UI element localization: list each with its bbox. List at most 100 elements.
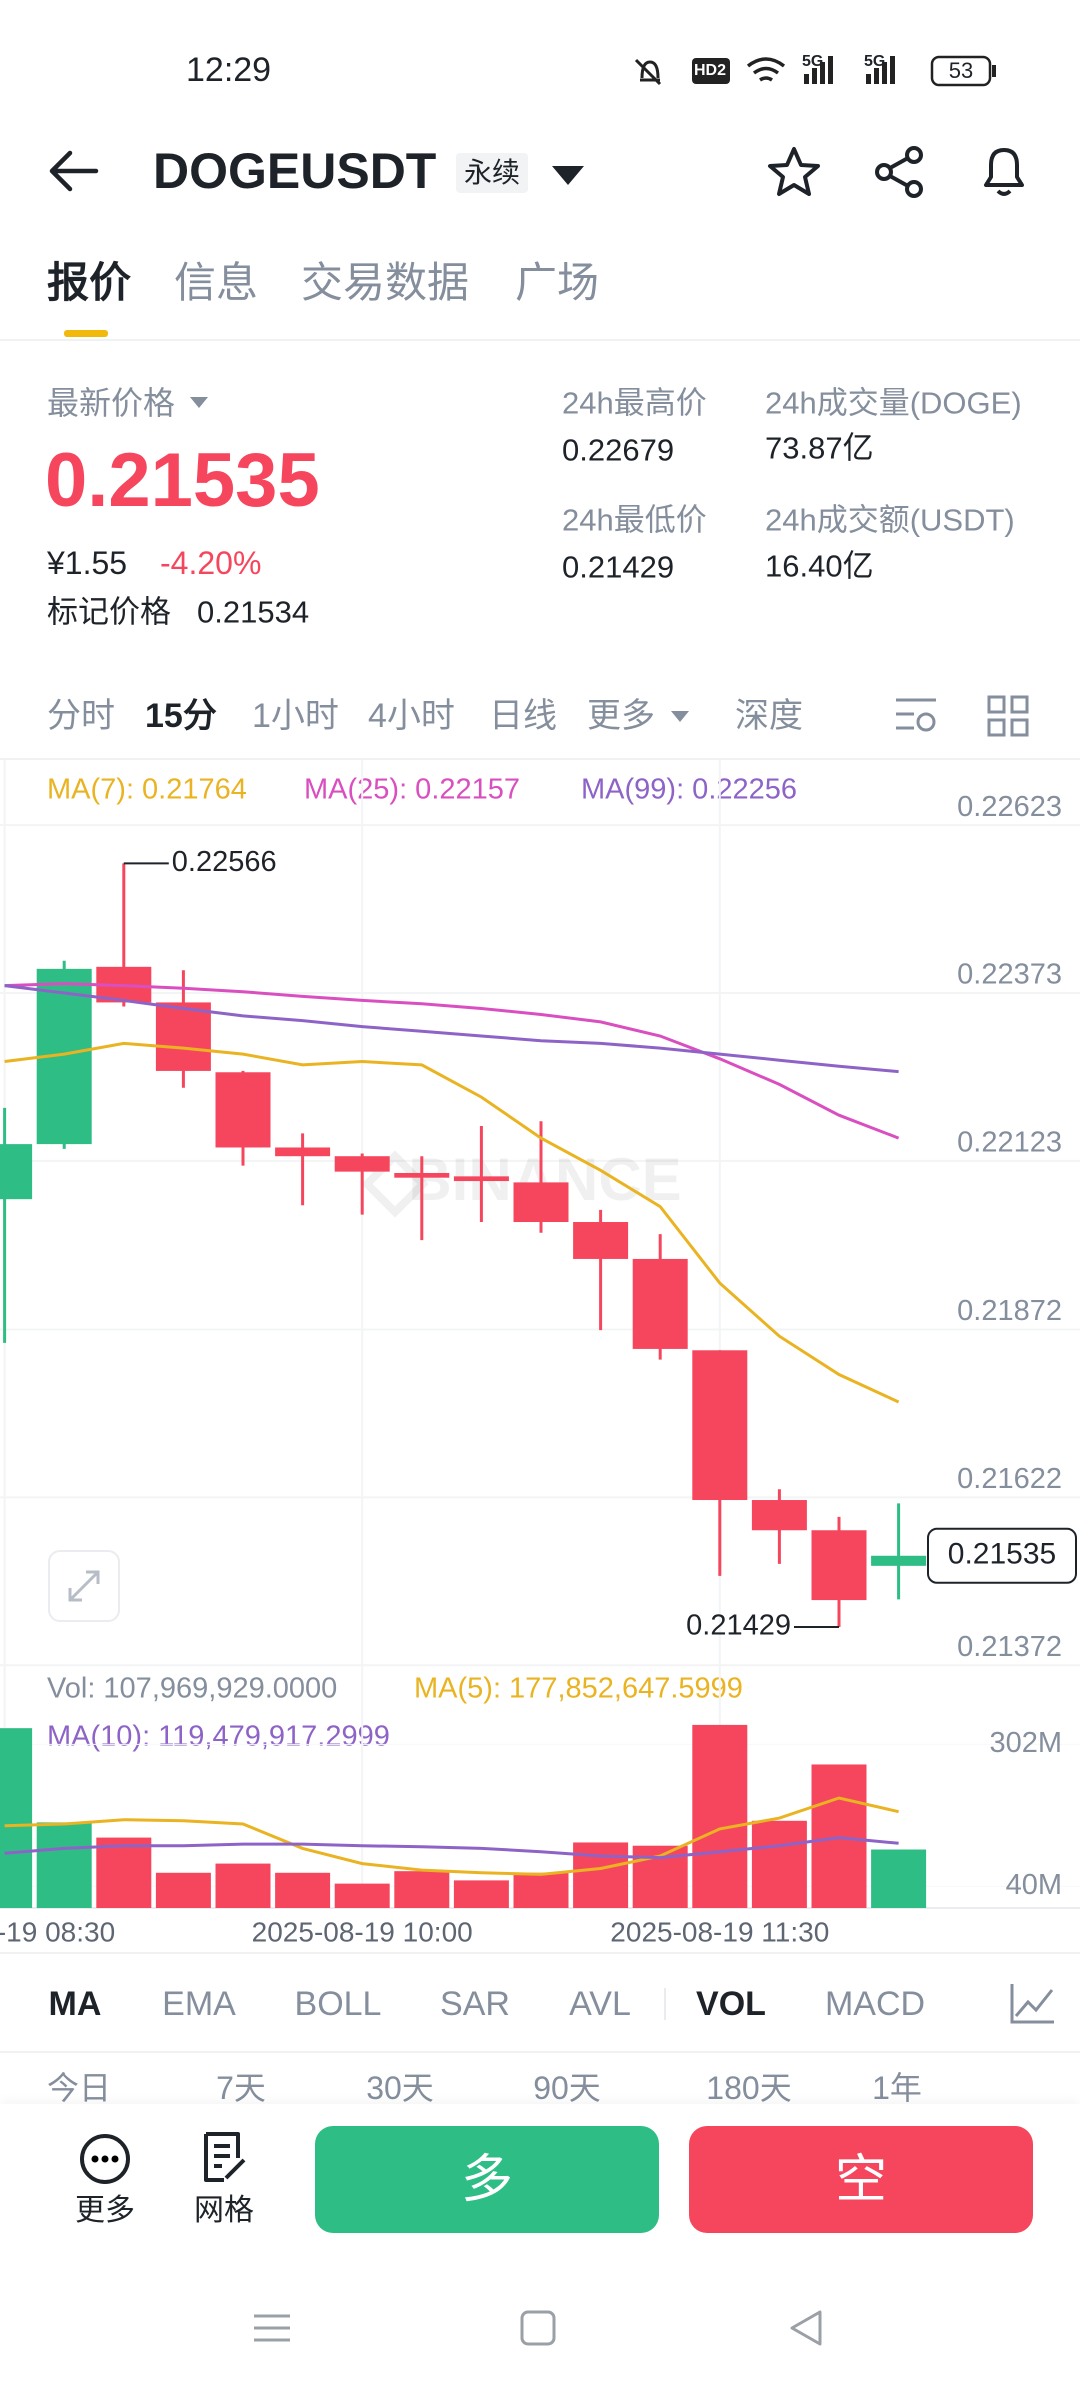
period[interactable]: 今日 — [46, 2070, 112, 2106]
grid-label[interactable]: 网格 — [194, 2194, 254, 2227]
ma-legend: MA(25): 0.22157 — [304, 774, 520, 806]
ma-legend: MA(7): 0.21764 — [47, 774, 247, 806]
interval[interactable]: 1小时 — [252, 697, 339, 735]
volume-tick-label: 40M — [1006, 1869, 1062, 1901]
x-tick-label: 2025-08-19 11:30 — [610, 1916, 829, 1947]
last-price: 0.21535 — [45, 438, 320, 523]
stat-value: 0.22679 — [562, 432, 675, 468]
indicator[interactable]: MACD — [824, 1985, 926, 2023]
candle-body — [275, 1147, 331, 1157]
candle-body — [334, 1156, 390, 1172]
status-network: 5G — [802, 53, 824, 70]
candle-body — [573, 1222, 629, 1259]
candle-body — [394, 1172, 450, 1178]
period[interactable]: 7天 — [216, 2070, 266, 2106]
volume-bar — [394, 1871, 450, 1908]
indicator[interactable]: EMA — [162, 1985, 236, 2023]
back-key[interactable] — [790, 2310, 822, 2346]
menu-key[interactable] — [254, 2314, 290, 2342]
volume-bar — [275, 1872, 331, 1908]
indicator[interactable]: SAR — [440, 1985, 510, 2023]
y-tick-label: 0.22623 — [957, 791, 1062, 823]
low-marker-label: 0.21429 — [686, 1610, 791, 1642]
separator — [664, 1988, 666, 2020]
fullscreen-button[interactable] — [48, 1550, 120, 1622]
more-label[interactable]: 更多 — [75, 2194, 135, 2227]
period[interactable]: 30天 — [366, 2070, 434, 2106]
fullscreen-icon — [68, 1570, 100, 1602]
candle-body — [751, 1500, 807, 1531]
y-tick-label: 0.21872 — [957, 1295, 1062, 1327]
divider — [0, 339, 1080, 341]
tab[interactable]: 广场 — [515, 259, 600, 306]
candle-body — [215, 1072, 271, 1148]
divider — [0, 1952, 1080, 1954]
period[interactable]: 180天 — [706, 2070, 792, 2106]
indicator[interactable]: AVL — [569, 1985, 631, 2023]
last-price-label[interactable]: 最新价格 — [47, 385, 176, 421]
long-button[interactable] — [315, 2126, 659, 2233]
interval[interactable]: 更多 — [587, 697, 655, 735]
volume-ma-legend: MA(10): 119,479,917.2999 — [47, 1721, 390, 1753]
interval[interactable]: 日线 — [489, 697, 557, 735]
stat-label: 24h最低价 — [562, 502, 707, 538]
chart-settings[interactable] — [893, 694, 939, 738]
more-dropdown[interactable] — [671, 711, 689, 722]
share-button[interactable] — [872, 145, 928, 199]
interval[interactable]: 深度 — [735, 697, 803, 735]
back-button[interactable] — [48, 148, 100, 194]
x-tick-label: 2025-08-19 08:30 — [0, 1916, 115, 1947]
favorite-button[interactable] — [766, 145, 822, 199]
period[interactable]: 1年 — [872, 2070, 922, 2106]
mark-price: 0.21534 — [197, 594, 310, 630]
stat-value: 0.21429 — [562, 549, 675, 585]
stat-label: 24h成交额(USDT) — [765, 502, 1015, 538]
tab[interactable]: 交易数据 — [301, 259, 470, 306]
divider — [0, 2051, 1080, 2053]
alert-button[interactable] — [976, 143, 1032, 201]
volume-bar — [453, 1880, 509, 1908]
candle-body — [0, 1144, 33, 1200]
tab[interactable]: 信息 — [174, 259, 259, 306]
long-label[interactable]: 多 — [460, 2151, 514, 2209]
system-nav — [254, 2310, 822, 2346]
volume-ma-legend: MA(5): 177,852,647.5999 — [414, 1673, 743, 1705]
grid-icon[interactable] — [200, 2130, 248, 2186]
indicator[interactable]: MA — [48, 1985, 102, 2023]
symbol-dropdown[interactable] — [552, 166, 584, 185]
stat-label: 24h最高价 — [562, 385, 707, 421]
price-tag — [927, 1527, 1077, 1584]
home-key[interactable] — [520, 2310, 556, 2346]
symbol-title[interactable]: DOGEUSDT — [153, 143, 437, 199]
ma-line — [4, 1796, 899, 1876]
volume-bar — [96, 1837, 152, 1908]
volume-bar — [751, 1820, 807, 1908]
short-button[interactable] — [689, 2126, 1033, 2233]
candle-body — [632, 1258, 688, 1349]
grid-layer — [0, 760, 1080, 1908]
status-battery: 53 — [948, 58, 974, 83]
period[interactable]: 90天 — [533, 2070, 601, 2106]
short-label[interactable]: 空 — [834, 2151, 888, 2209]
more-icon[interactable] — [78, 2132, 132, 2186]
contract-badge: 永续 — [456, 153, 529, 193]
volume-bar — [871, 1849, 927, 1908]
interval[interactable]: 分时 — [47, 697, 115, 735]
volume-bar — [334, 1883, 390, 1908]
indicator-settings[interactable] — [1008, 1982, 1058, 2026]
volume-bar — [155, 1872, 211, 1908]
layout-button[interactable] — [986, 694, 1030, 738]
interval[interactable]: 4小时 — [368, 697, 455, 735]
indicator[interactable]: VOL — [696, 1985, 766, 2023]
cny-price: ¥1.55 — [47, 545, 128, 581]
ma-line — [4, 984, 899, 1074]
volume-legend: Vol: 107,969,929.0000 — [47, 1673, 337, 1705]
indicator[interactable]: BOLL — [294, 1985, 382, 2023]
tab[interactable]: 报价 — [47, 259, 132, 306]
volume-bar — [215, 1863, 271, 1908]
status-network: 5G — [864, 53, 886, 70]
y-tick-label: 0.21372 — [957, 1631, 1062, 1663]
price-type-dropdown[interactable] — [190, 397, 208, 408]
stat-value: 73.87亿 — [765, 430, 874, 466]
interval[interactable]: 15分 — [145, 697, 217, 735]
